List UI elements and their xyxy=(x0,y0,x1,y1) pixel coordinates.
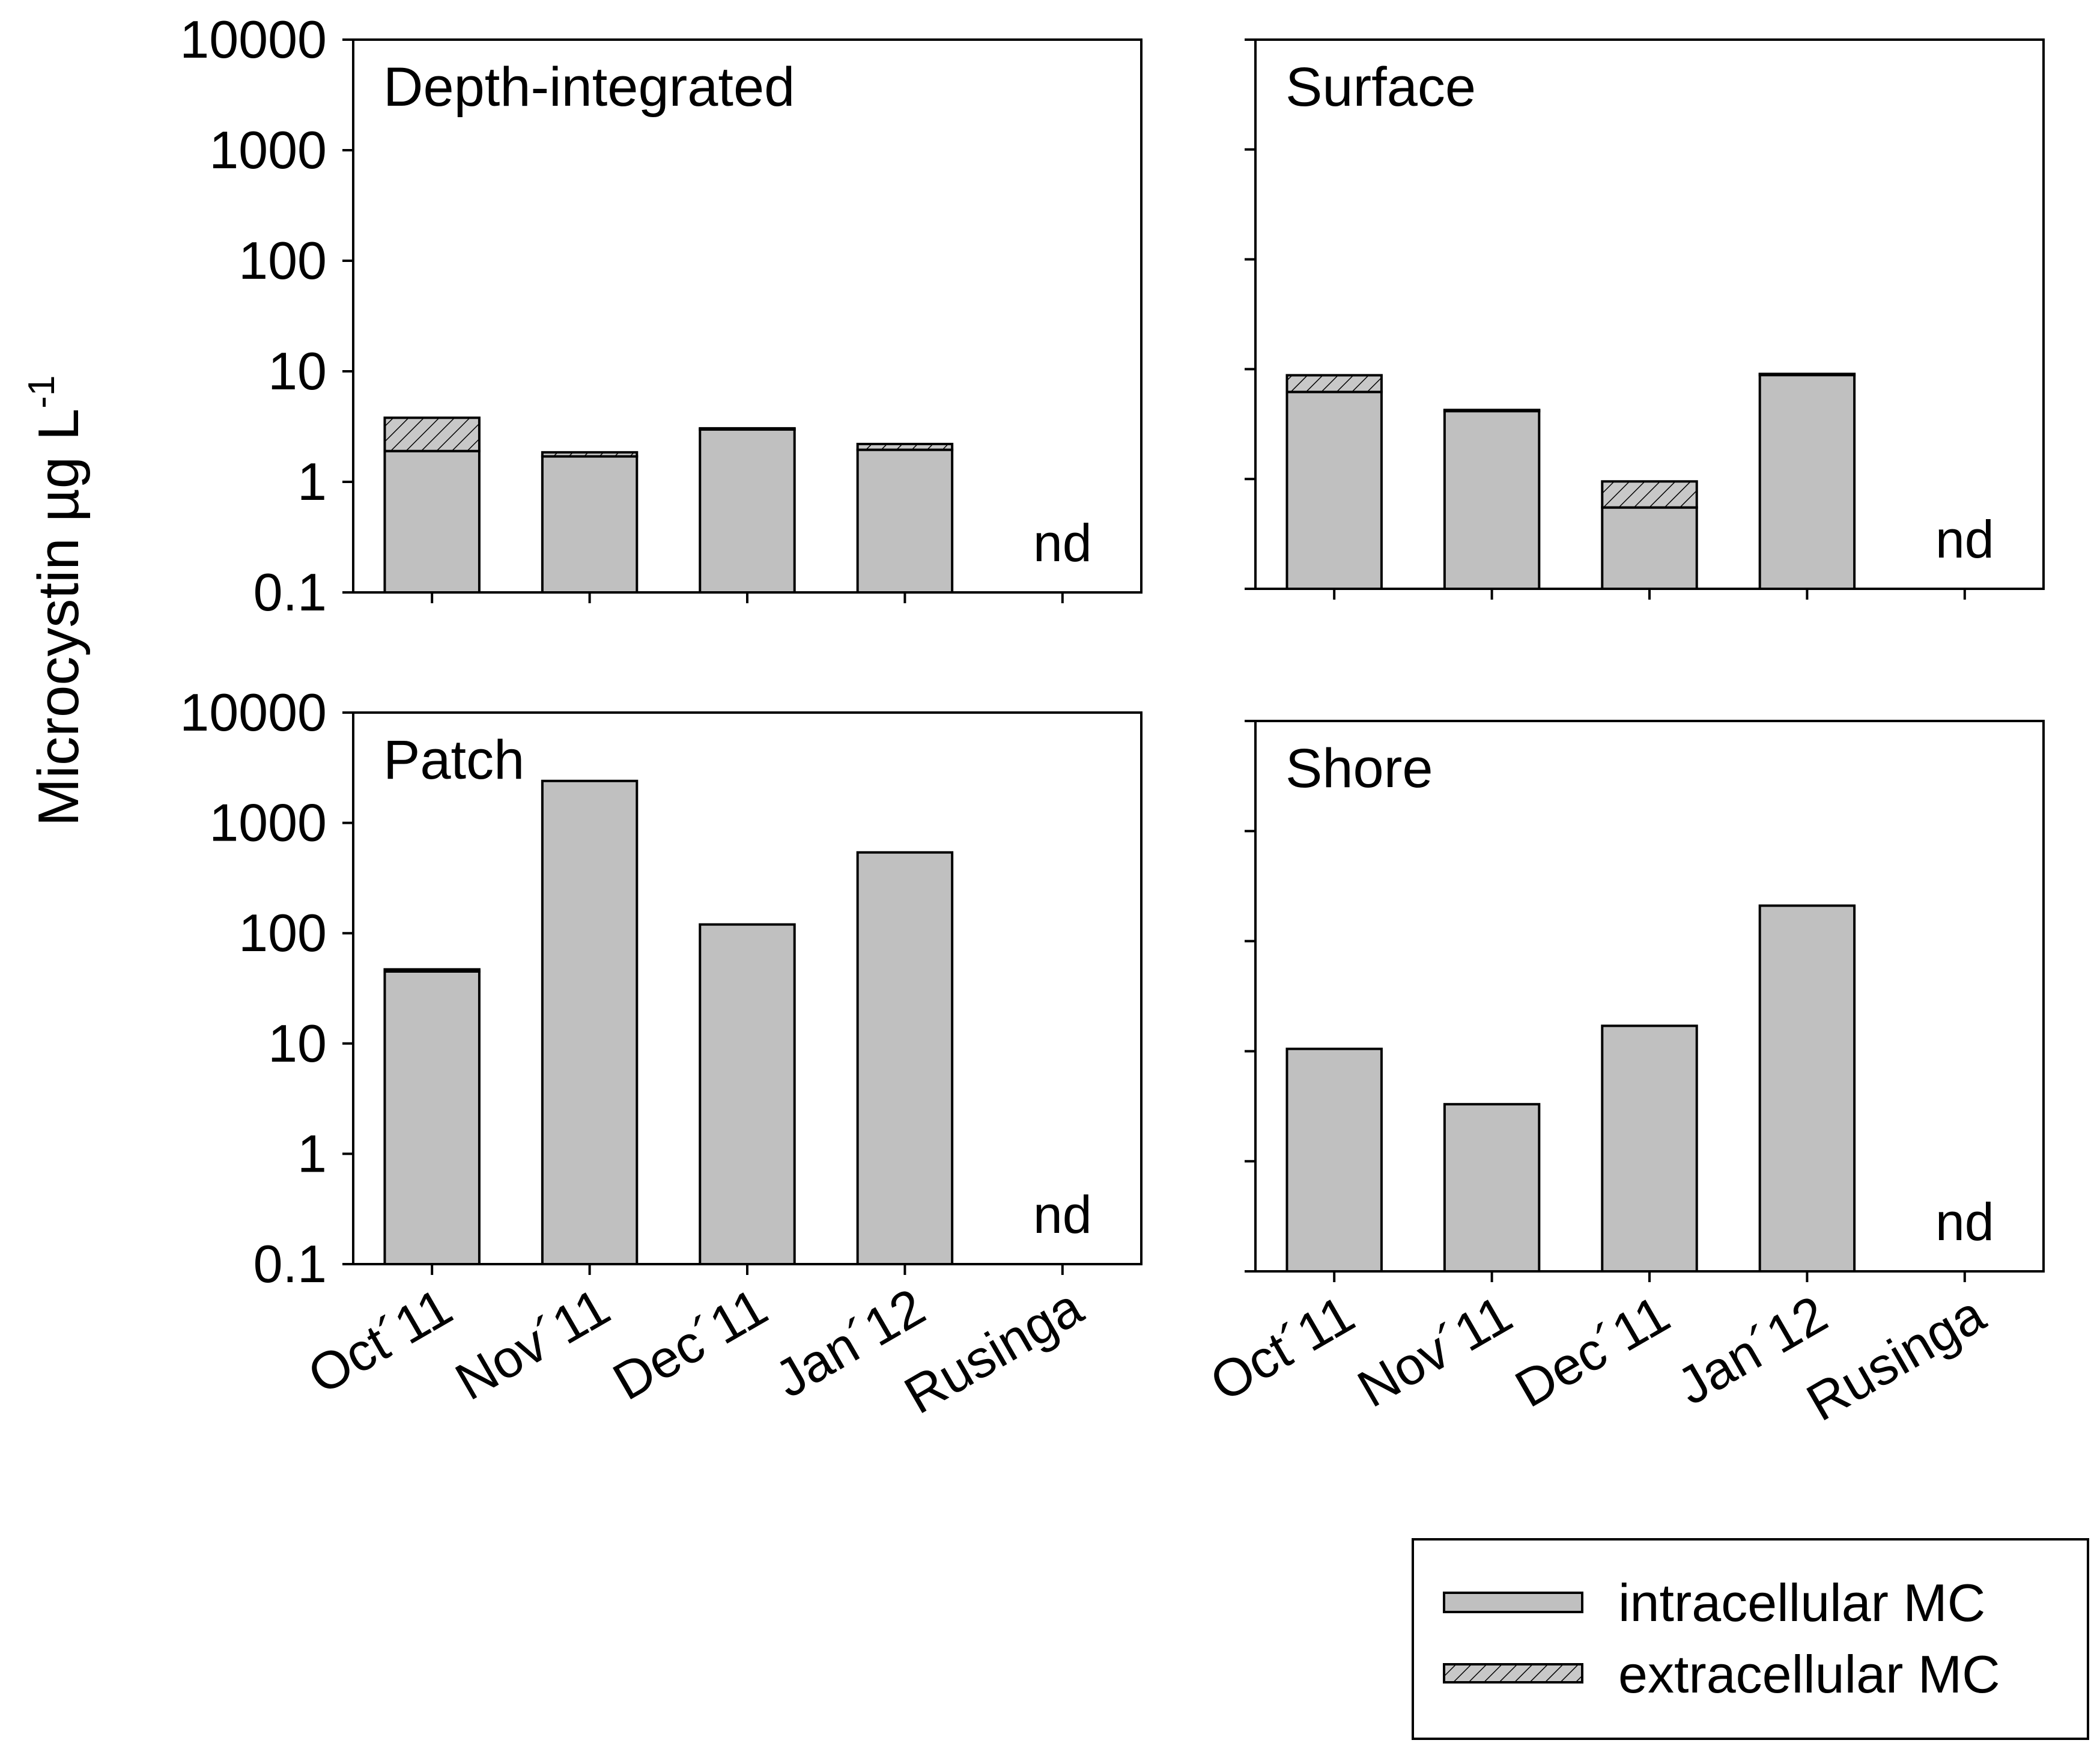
surface-nd-label: nd xyxy=(1935,509,1994,569)
y-axis-title-main: Microcystin µg L xyxy=(26,409,91,826)
patch-y-tick-label: 10000 xyxy=(180,683,327,742)
shore-bar-intracellular-jan-12 xyxy=(1758,904,1856,1273)
legend-swatch-intracellular xyxy=(1443,1592,1583,1613)
y-axis-title: Microcystin µg L-1 xyxy=(21,376,91,827)
panel-depth-integrated: 0.1 1 10 100 1000 10000 nd Depth-integrated xyxy=(180,10,1143,622)
shore-x-tick-label-oct-11: Oct´11 xyxy=(1200,1284,1364,1413)
patch-x-tick-label-dec-11: Dec´11 xyxy=(603,1277,777,1411)
patch-bar-intracellular-dec-11 xyxy=(699,923,796,1265)
depth-integrated-bar-extracellular-nov-11 xyxy=(541,451,639,458)
surface-bar-intracellular-dec-11 xyxy=(1601,506,1698,590)
depth-integrated-bar-intracellular-dec-11 xyxy=(699,428,796,594)
shore-x-tick-label-rusinga: Rusinga xyxy=(1797,1284,1994,1432)
y-axis-title-superscript: -1 xyxy=(21,376,62,409)
patch-x-tick-label-rusinga: Rusinga xyxy=(894,1277,1092,1425)
surface-bar-extracellular-jan-12 xyxy=(1758,373,1856,377)
patch-y-tick-label: 0.1 xyxy=(253,1234,327,1294)
shore-bar-intracellular-nov-11 xyxy=(1443,1103,1541,1273)
depth-integrated-nd-label: nd xyxy=(1033,513,1092,573)
shore-x-tick-label-dec-11: Dec´11 xyxy=(1505,1284,1680,1419)
legend-label-intracellular: intracellular MC xyxy=(1618,1573,1985,1632)
shore-bar-intracellular-dec-11 xyxy=(1601,1024,1698,1273)
depth-integrated-y-tick-label: 100 xyxy=(238,231,327,290)
legend-swatch-extracellular xyxy=(1443,1663,1583,1684)
patch-panel-title: Patch xyxy=(383,729,524,791)
depth-integrated-bar-intracellular-oct-11 xyxy=(383,449,481,594)
patch-y-tick-label: 1000 xyxy=(209,793,327,853)
shore-nd-label: nd xyxy=(1935,1192,1994,1252)
depth-integrated-bar-extracellular-dec-11 xyxy=(699,427,796,431)
surface-bar-extracellular-nov-11 xyxy=(1443,409,1541,413)
patch-y-tick-label: 1 xyxy=(297,1124,327,1183)
shore-bar-intracellular-oct-11 xyxy=(1285,1047,1383,1273)
depth-integrated-y-tick-label: 1000 xyxy=(209,120,327,180)
patch-nd-label: nd xyxy=(1033,1185,1092,1244)
panel-surface: nd Surface xyxy=(1245,38,2045,600)
legend-label-extracellular: extracellular MC xyxy=(1618,1644,2000,1704)
surface-panel-title: Surface xyxy=(1285,56,1476,118)
legend: intracellular MC extracellular MC xyxy=(1412,1538,2089,1740)
shore-x-tick-label-nov-11: Nov´11 xyxy=(1348,1284,1522,1419)
depth-integrated-bar-intracellular-nov-11 xyxy=(541,455,639,594)
patch-bar-intracellular-jan-12 xyxy=(856,851,954,1266)
patch-bar-intracellular-nov-11 xyxy=(541,779,639,1265)
depth-integrated-y-tick-label: 10000 xyxy=(180,10,327,69)
patch-y-tick-label: 10 xyxy=(268,1014,327,1073)
surface-bar-intracellular-jan-12 xyxy=(1758,373,1856,590)
surface-bar-extracellular-dec-11 xyxy=(1601,480,1698,509)
depth-integrated-y-tick-label: 10 xyxy=(268,341,327,401)
legend-box xyxy=(1412,1538,2089,1740)
depth-integrated-y-tick-label: 0.1 xyxy=(253,562,327,622)
patch-x-tick-label-oct-11: Oct´11 xyxy=(298,1277,462,1406)
shore-panel-title: Shore xyxy=(1285,738,1433,799)
surface-bar-intracellular-oct-11 xyxy=(1285,391,1383,590)
surface-bar-extracellular-oct-11 xyxy=(1285,374,1383,394)
depth-integrated-bar-extracellular-oct-11 xyxy=(383,416,481,452)
depth-integrated-y-tick-label: 1 xyxy=(297,452,327,511)
surface-bar-intracellular-nov-11 xyxy=(1443,409,1541,590)
depth-integrated-bar-extracellular-jan-12 xyxy=(856,442,954,451)
depth-integrated-panel-title: Depth-integrated xyxy=(383,56,795,118)
patch-x-tick-label-nov-11: Nov´11 xyxy=(446,1277,620,1411)
patch-y-tick-label: 100 xyxy=(238,903,327,963)
depth-integrated-bar-intracellular-jan-12 xyxy=(856,448,954,594)
patch-bar-extracellular-oct-11 xyxy=(383,968,481,973)
patch-bar-intracellular-oct-11 xyxy=(383,970,481,1266)
